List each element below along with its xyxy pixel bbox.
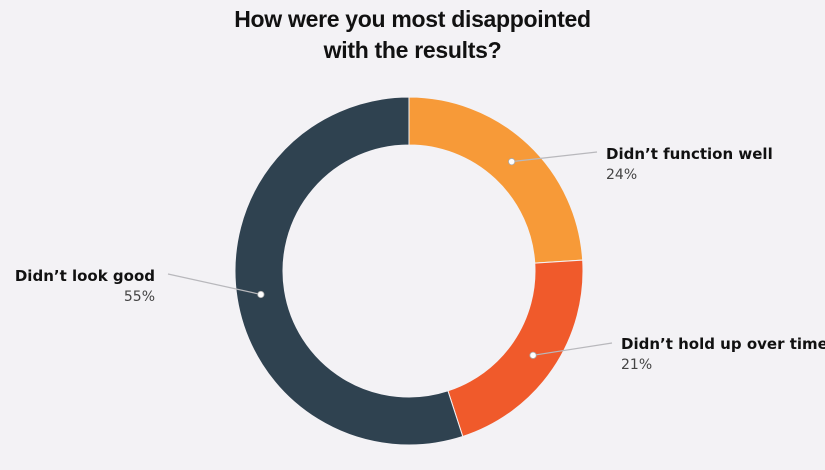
slice-label-didnt-function-well: Didn’t function well (606, 145, 773, 163)
leader-line-didnt-look-good (167, 273, 261, 296)
slice-label-didnt-hold-up-over-time: Didn’t hold up over time (621, 335, 825, 353)
slice-value-didnt-look-good: 55% (124, 289, 155, 305)
leader-line-didnt-function-well (511, 151, 598, 163)
chart-title: How were you most disappointed with the … (0, 4, 825, 66)
leader-line-didnt-hold-up-over-time (532, 342, 613, 356)
leader-dot-didnt-hold-up-over-time (529, 351, 537, 359)
slice-value-didnt-hold-up-over-time: 21% (621, 357, 652, 373)
slice-label-didnt-look-good: Didn’t look good (15, 267, 155, 285)
slice-didnt-function-well (408, 96, 584, 264)
slice-value-didnt-function-well: 24% (606, 167, 637, 183)
chart-title-line-1: How were you most disappointed (234, 6, 591, 32)
chart-title-line-2: with the results? (323, 37, 502, 63)
leader-dot-didnt-look-good (257, 290, 265, 299)
leader-dot-didnt-function-well (508, 158, 516, 166)
slice-didnt-look-good (234, 96, 464, 446)
slice-didnt-hold-up-over-time (447, 259, 584, 438)
